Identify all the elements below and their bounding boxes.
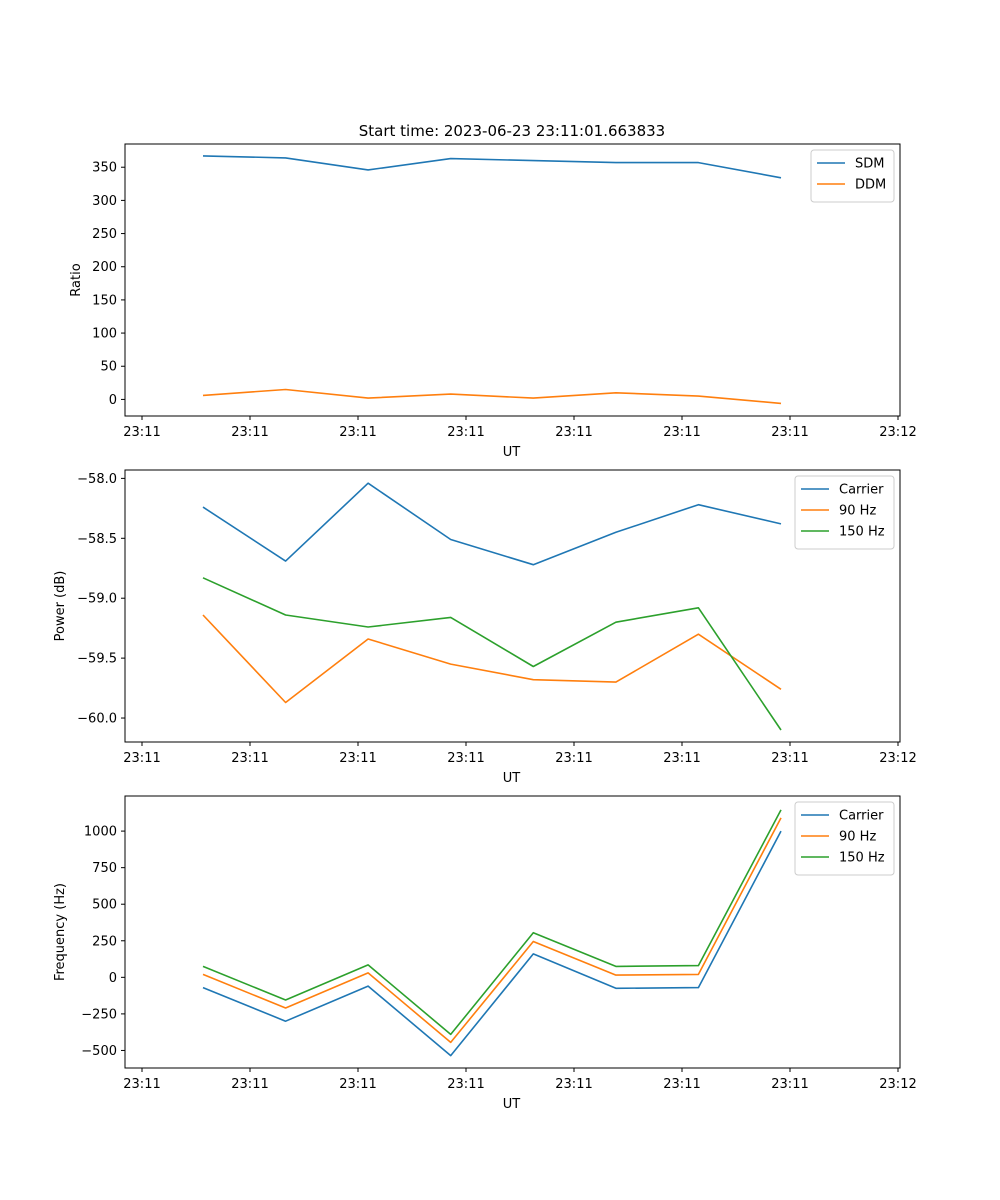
legend: Carrier 90 Hz 150 Hz: [794, 475, 895, 550]
x-tick-label: 23:11: [339, 751, 376, 766]
legend-label: 90 Hz: [839, 504, 876, 519]
x-tick-label: 23:11: [231, 425, 268, 440]
axes-frame: [124, 469, 901, 743]
x-tick-label: 23:11: [123, 425, 160, 440]
x-tick-label: 23:11: [447, 1077, 484, 1092]
y-axis-label: Power (dB): [53, 571, 68, 642]
x-tick-label: 23:12: [879, 1077, 916, 1092]
x-tick-label: 23:11: [771, 751, 808, 766]
y-tick-label: 1000: [84, 825, 117, 840]
y-tick-label: −58.0: [77, 472, 117, 487]
legend-label: Carrier: [839, 483, 884, 498]
legend-label: 90 Hz: [839, 830, 876, 845]
x-tick-label: 23:12: [879, 425, 916, 440]
legend-label: 150 Hz: [839, 851, 885, 866]
chart-panel-2: 23:11 23:11 23:11 23:11 23:11 23:11 23:11 23:12…: [53, 469, 917, 786]
series-line-carrier: [202, 482, 782, 566]
legend-label: SDM: [855, 157, 884, 172]
y-tick-label: −500: [81, 1044, 117, 1059]
axes-frame: [124, 795, 901, 1069]
y-tick-label: 200: [92, 260, 117, 275]
legend-label: DDM: [855, 178, 886, 193]
figure-title: Start time: 2023-06-23 23:11:01.663833: [359, 122, 665, 140]
y-tick-label: 300: [92, 194, 117, 209]
legend-label: 150 Hz: [839, 525, 885, 540]
x-tick-label: 23:11: [555, 425, 592, 440]
y-tick-label: 250: [92, 227, 117, 242]
y-tick-label: −59.5: [77, 652, 117, 667]
x-axis-label: UT: [503, 1097, 521, 1112]
y-tick-label: 250: [92, 934, 117, 949]
chart-panel-3: 23:11 23:11 23:11 23:11 23:11 23:11 23:11 23:12…: [53, 795, 917, 1112]
x-tick-label: 23:11: [339, 1077, 376, 1092]
y-tick-label: 0: [109, 393, 117, 408]
y-tick-label: 750: [92, 861, 117, 876]
axes-frame: [124, 143, 901, 417]
y-tick-label: 0: [109, 971, 117, 986]
x-tick-label: 23:11: [339, 425, 376, 440]
x-tick-label: 23:11: [231, 1077, 268, 1092]
x-tick-label: 23:11: [123, 751, 160, 766]
y-tick-label: 500: [92, 898, 117, 913]
x-tick-label: 23:11: [231, 751, 268, 766]
x-tick-label: 23:11: [771, 1077, 808, 1092]
series-line-150-hz: [202, 577, 782, 731]
series-line-sdm: [202, 155, 782, 179]
y-tick-label: −59.0: [77, 592, 117, 607]
x-tick-label: 23:11: [447, 751, 484, 766]
legend: Carrier 90 Hz 150 Hz: [794, 801, 895, 876]
y-tick-label: −250: [81, 1007, 117, 1022]
series-line-150-hz: [202, 809, 782, 1036]
y-tick-label: 100: [92, 327, 117, 342]
series-line-carrier: [202, 830, 782, 1057]
x-axis-label: UT: [503, 771, 521, 786]
y-tick-label: 50: [100, 360, 117, 375]
x-tick-label: 23:11: [447, 425, 484, 440]
legend: SDM DDM: [810, 149, 895, 203]
x-tick-label: 23:11: [555, 751, 592, 766]
x-tick-label: 23:11: [555, 1077, 592, 1092]
x-tick-label: 23:11: [663, 751, 700, 766]
legend-label: Carrier: [839, 809, 884, 824]
y-tick-label: −60.0: [77, 712, 117, 727]
x-tick-label: 23:11: [771, 425, 808, 440]
x-tick-label: 23:12: [879, 751, 916, 766]
x-tick-label: 23:11: [663, 1077, 700, 1092]
x-axis-label: UT: [503, 445, 521, 460]
y-axis-label: Ratio: [69, 263, 84, 296]
series-line-90-hz: [202, 817, 782, 1044]
y-tick-label: −58.5: [77, 532, 117, 547]
y-tick-label: 350: [92, 161, 117, 176]
series-line-ddm: [202, 388, 782, 405]
y-tick-label: 150: [92, 293, 117, 308]
x-tick-label: 23:11: [663, 425, 700, 440]
x-tick-label: 23:11: [123, 1077, 160, 1092]
series-line-90-hz: [202, 614, 782, 704]
chart-panel-1: 23:11 23:11 23:11 23:11 23:11 23:11 23:11 23:12…: [69, 143, 917, 460]
y-axis-label: Frequency (Hz): [53, 883, 68, 981]
plots-container: 23:11 23:11 23:11 23:11 23:11 23:11 23:11 23:12…: [53, 143, 917, 1112]
